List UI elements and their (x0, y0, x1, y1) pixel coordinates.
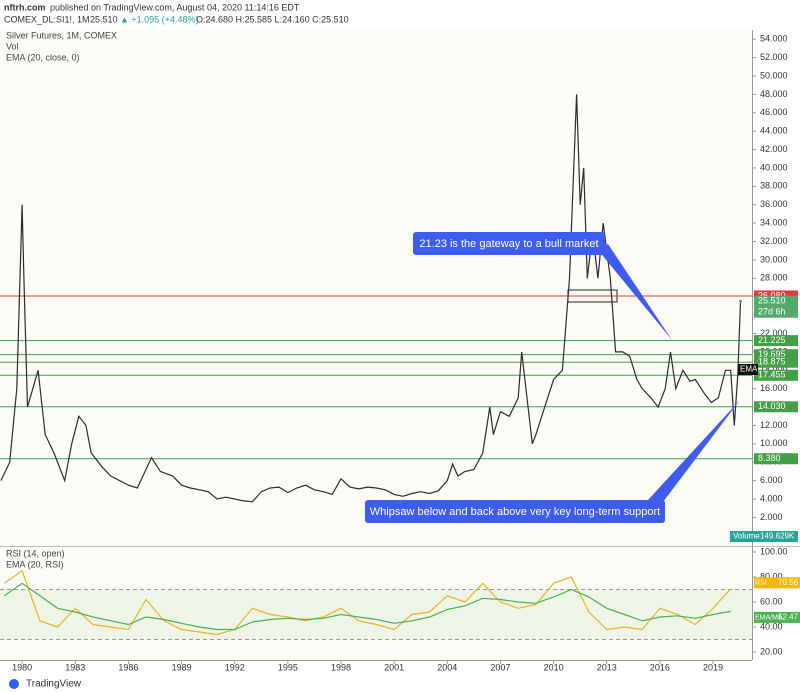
y-tick-label: 100.00 (760, 546, 788, 556)
level-label-bg (754, 401, 798, 413)
y-tick-label: 34.000 (760, 218, 788, 228)
author: nftrh.com (4, 2, 46, 12)
y-tick-label: 60.00 (760, 596, 783, 606)
published: published on TradingView.com, August 04,… (50, 2, 300, 12)
y-tick-label: 38.000 (760, 181, 788, 191)
callout-text: Whipsaw below and back above very key lo… (370, 506, 660, 518)
change: ▲ +1.095 (+4.48%) (120, 14, 198, 24)
series-line (0, 94, 742, 503)
y-tick-label: 10.000 (760, 438, 788, 448)
y-tick-label: 6.000 (760, 475, 783, 485)
legend-entry: Vol (6, 41, 19, 51)
legend-entry: EMA (20, RSI) (6, 559, 64, 569)
y-tick-label: 54.000 (760, 34, 788, 44)
x-tick-label: 1992 (225, 662, 245, 672)
y-tick-label: 40.000 (760, 162, 788, 172)
x-tick-label: 1983 (65, 662, 85, 672)
x-tick-label: 1998 (331, 662, 351, 672)
plot-background (0, 30, 752, 660)
value-label-bg (754, 577, 800, 589)
value-label-name: RSI (755, 580, 767, 587)
x-tick-label: 2007 (490, 662, 510, 672)
y-tick-label: 46.000 (760, 107, 788, 117)
y-tick-label: 50.000 (760, 70, 788, 80)
y-tick-label: 20.00 (760, 646, 783, 656)
level-label-bg (754, 369, 798, 381)
x-tick-label: 2004 (437, 662, 457, 672)
value-label-name: EMA/MA (755, 614, 783, 621)
x-tick-label: 1986 (118, 662, 138, 672)
rsi-band (0, 589, 752, 640)
level-label: 18.875 (758, 357, 786, 367)
x-tick-label: 2001 (384, 662, 404, 672)
x-tick-label: 2016 (650, 662, 670, 672)
volume-value: 149.629K (760, 532, 795, 541)
last-price-bg (754, 295, 798, 318)
ohlc: O:24.680 H:25.585 L:24.160 C:25.510 (196, 14, 349, 24)
series-line (4, 569, 732, 636)
ema-label-bg (738, 364, 758, 375)
y-tick-label: 2.000 (760, 512, 783, 522)
x-tick-label: 2010 (544, 662, 564, 672)
callout-text: 21.23 is the gateway to a bull market (419, 238, 598, 250)
y-tick-label: 22.000 (760, 328, 788, 338)
countdown: 27d 6h (758, 307, 786, 317)
level-label-bg (754, 356, 798, 368)
ema-label: EMA (740, 365, 758, 374)
level-label: 26.080 (758, 290, 786, 300)
value-label: 70.56 (778, 578, 799, 587)
y-tick-label: 28.000 (760, 273, 788, 283)
x-tick-label: 1980 (12, 662, 32, 672)
y-tick-label: 32.000 (760, 236, 788, 246)
y-tick-label: 18.000 (760, 365, 788, 375)
series-line (4, 582, 731, 631)
x-tick-label: 1995 (278, 662, 298, 672)
price: 25.510 (90, 14, 118, 24)
y-tick-label: 42.000 (760, 144, 788, 154)
level-label-bg (754, 453, 798, 465)
value-label-bg (754, 611, 800, 623)
level-label: 19.695 (758, 349, 786, 359)
y-tick-label: 12.000 (760, 420, 788, 430)
y-tick-label: 80.00 (760, 571, 783, 581)
level-label-bg (754, 349, 798, 361)
y-tick-label: 16.000 (760, 383, 788, 393)
level-label: 14.030 (758, 401, 786, 411)
x-tick-label: 2013 (597, 662, 617, 672)
symbol: COMEX_DL:SI1!, 1M (4, 14, 90, 24)
brand: TradingView (26, 679, 82, 690)
brand-logo (9, 679, 19, 689)
callout-box (413, 232, 605, 255)
y-tick-label: 52.000 (760, 52, 788, 62)
y-tick-label: 48.000 (760, 89, 788, 99)
callout-box (365, 500, 665, 523)
x-tick-label: 2019 (703, 662, 723, 672)
last-price-mark (738, 299, 742, 303)
callout-arrow (648, 400, 740, 506)
value-label: 52.47 (778, 613, 799, 622)
volume-name: Volume (733, 532, 760, 541)
y-tick-label: 4.000 (760, 493, 783, 503)
volume-label-bg (730, 531, 798, 542)
level-label: 21.225 (758, 335, 786, 345)
callout-arrow (598, 244, 672, 340)
level-label: 8.380 (758, 453, 781, 463)
legend-entry: RSI (14, open) (6, 548, 65, 558)
level-label: 17.455 (758, 370, 786, 380)
legend-entry: Silver Futures, 1M, COMEX (6, 30, 117, 40)
x-tick-label: 1989 (172, 662, 192, 672)
y-tick-label: 36.000 (760, 199, 788, 209)
legend-entry: EMA (20, close, 0) (6, 52, 80, 62)
level-label-bg (754, 335, 798, 347)
y-tick-label: 40.00 (760, 621, 783, 631)
y-tick-label: 30.000 (760, 254, 788, 264)
y-tick-label: 44.000 (760, 126, 788, 136)
last-price: 25.510 (758, 296, 786, 306)
